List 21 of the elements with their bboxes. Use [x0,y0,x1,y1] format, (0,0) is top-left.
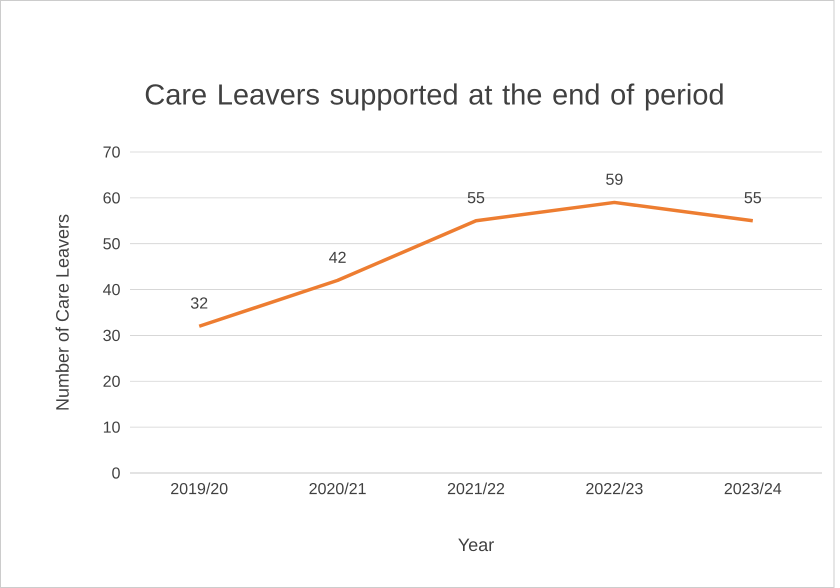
y-tick-label: 50 [103,238,120,250]
y-tick-label: 10 [104,421,120,433]
chart-title: Care Leavers supported at the end of period [146,83,723,110]
y-tick-label: 0 [112,467,120,479]
data-label: 55 [744,192,762,204]
data-label: 32 [190,297,208,309]
y-tick-label: 20 [103,376,120,387]
x-tick-label: 2020/21 [309,482,366,494]
y-tick-label: 40 [103,284,120,296]
y-axis-title: Number of Care Leavers [56,214,69,410]
data-label: 59 [606,174,623,185]
data-label: 42 [329,252,346,263]
x-tick-label: 2021/22 [448,482,504,494]
y-tick-label: 30 [103,330,120,342]
x-tick-label: 2019/20 [171,482,228,494]
x-tick-label: 2022/23 [586,482,643,494]
x-axis-title: Year [458,538,494,552]
y-tick-label: 60 [103,192,120,204]
data-label: 55 [468,192,484,204]
y-tick-label: 70 [103,146,120,158]
x-tick-label: 2023/24 [724,482,782,494]
